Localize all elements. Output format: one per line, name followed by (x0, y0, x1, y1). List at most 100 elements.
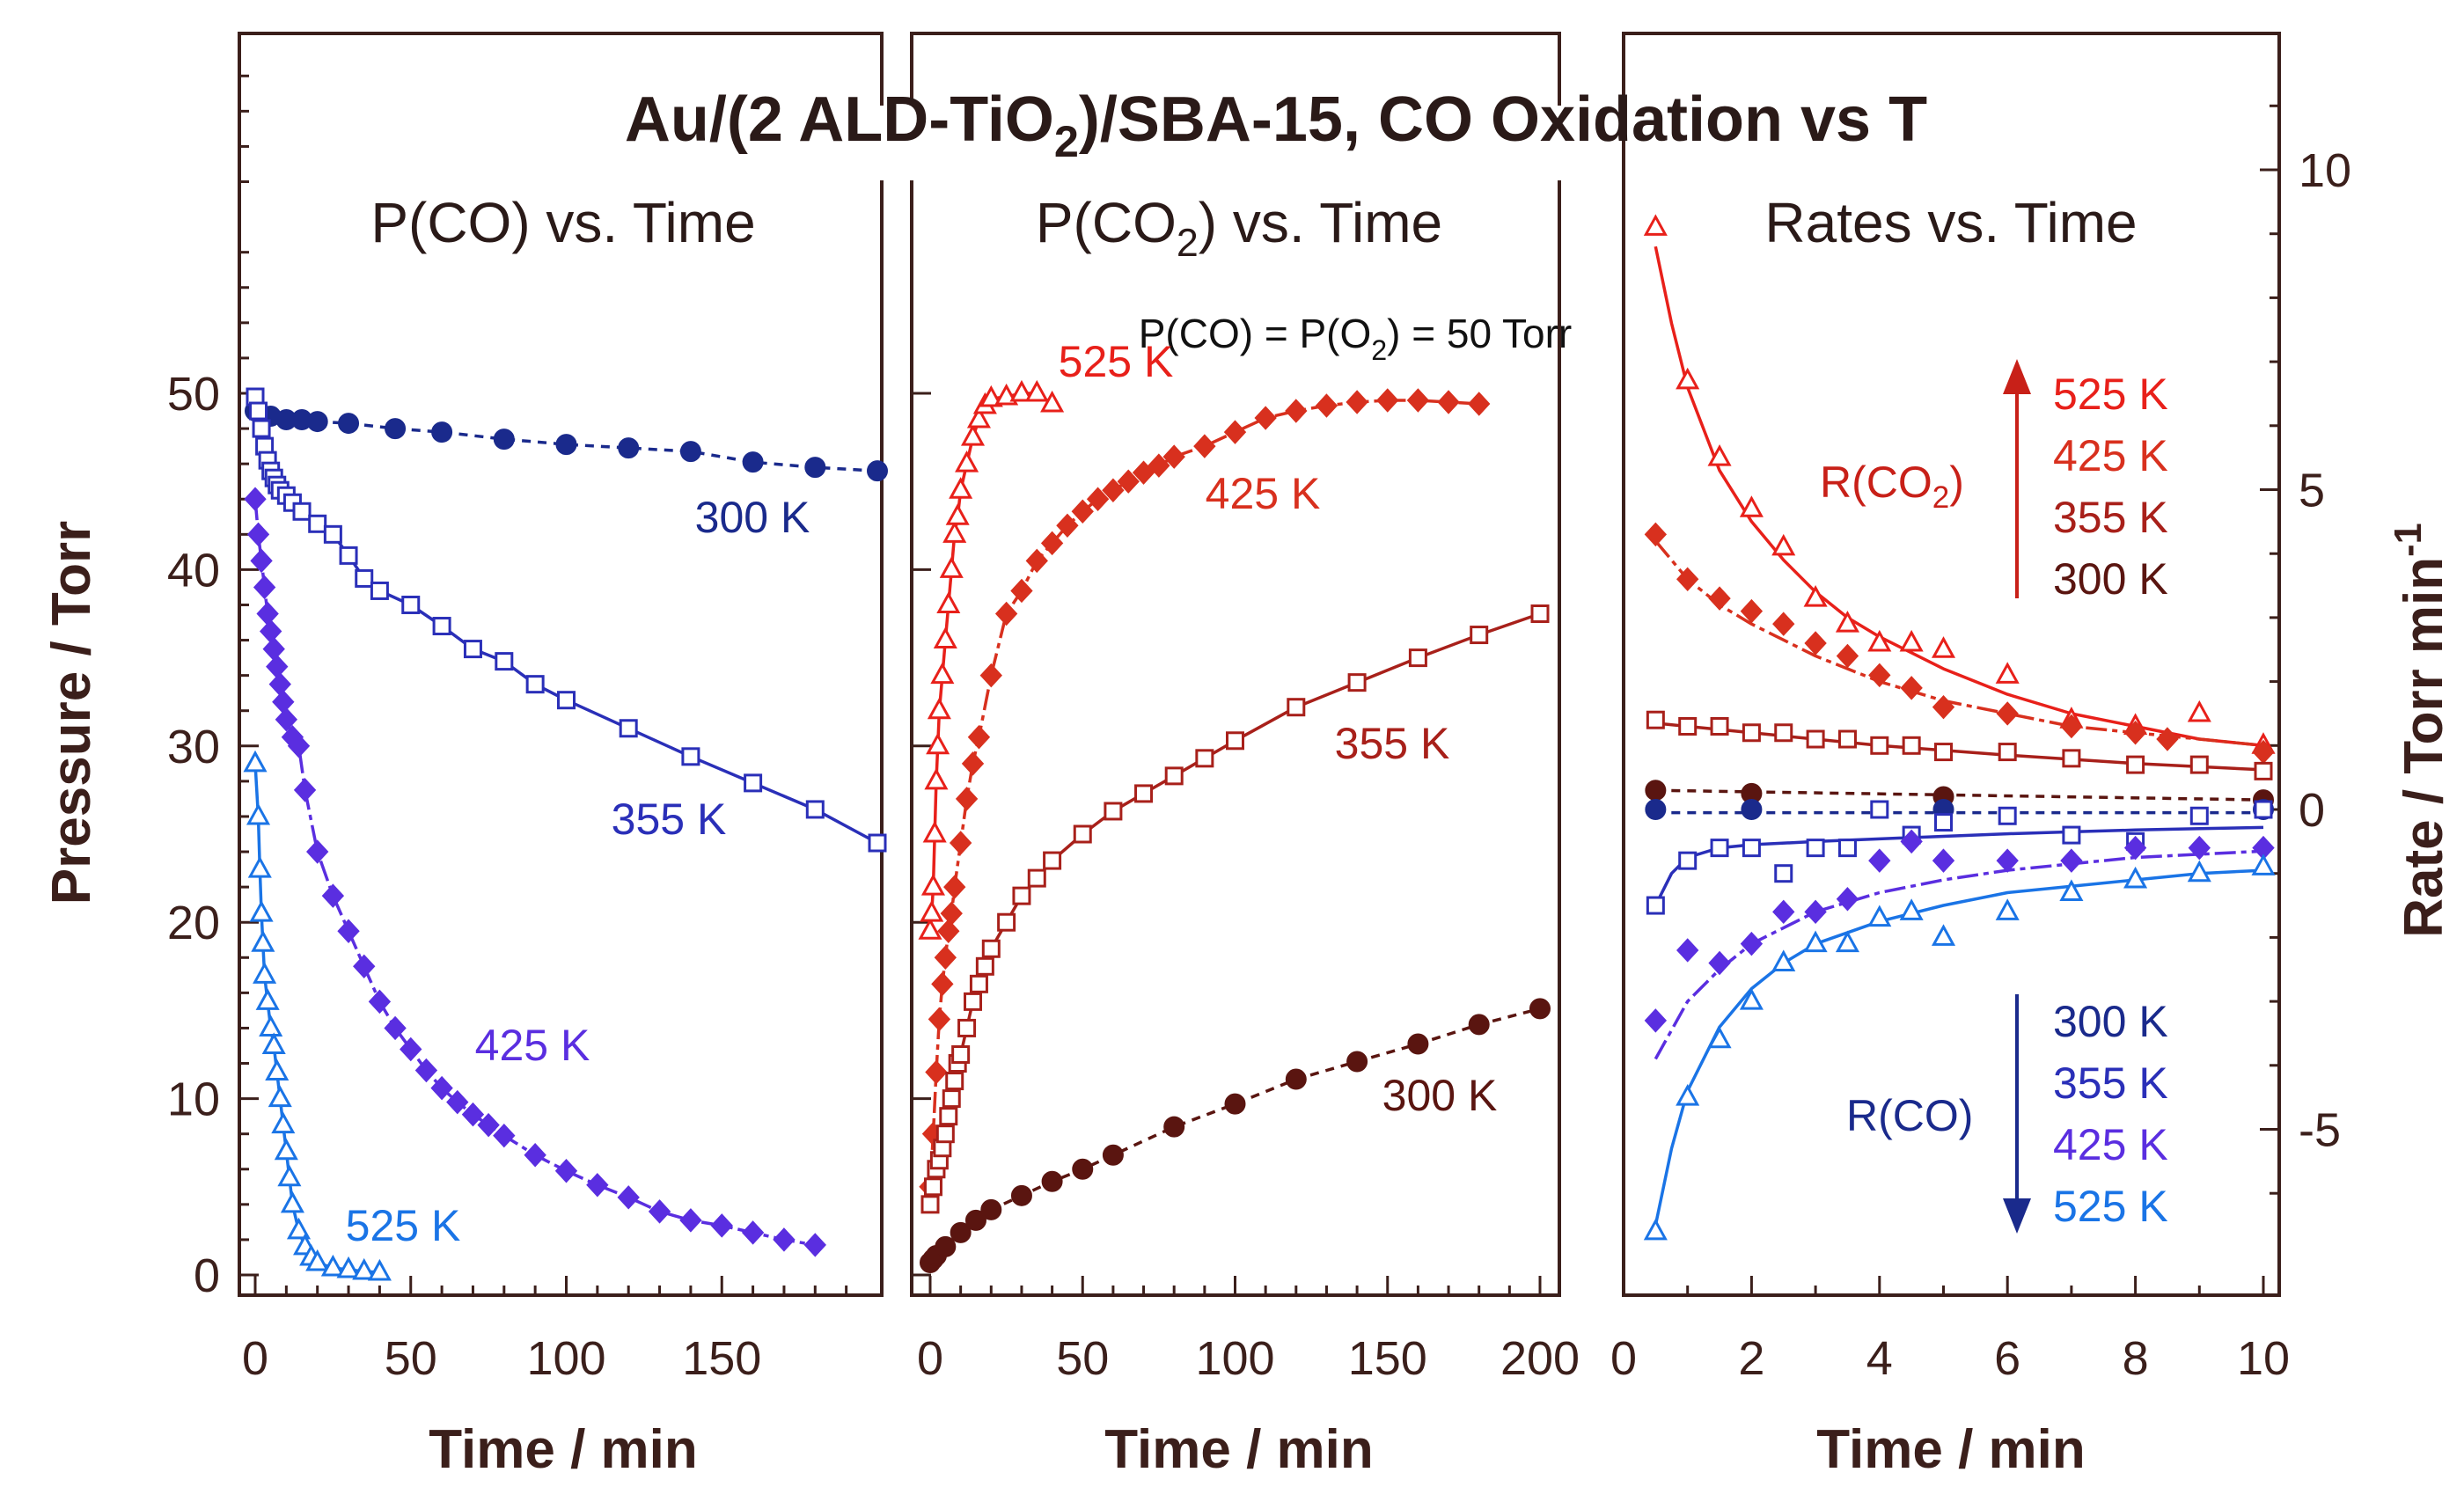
panel3-point-R-CO2-425-K (1644, 522, 1668, 547)
panel2-point-525-K (920, 874, 946, 896)
panel3-point-R-CO2-425-K (2060, 714, 2083, 739)
panel2-xtick-label: 50 (1056, 1332, 1109, 1385)
panel1-series-line-425-K (253, 499, 816, 1247)
panel3-point-R-CO2-355-K (1774, 723, 1793, 743)
panel1-point-425-K (617, 1185, 640, 1210)
panel2-point-525-K (922, 820, 947, 843)
panel2-label-425K: 425 K (1206, 469, 1321, 518)
panel2-point-355-K (942, 1089, 961, 1109)
panel1-point-525-K (280, 1190, 304, 1213)
panel1-point-355-K (252, 419, 271, 438)
panel2-point-525-K (924, 767, 949, 790)
panel2-point-425-K (934, 945, 957, 971)
panel2-point-425-K (940, 901, 963, 926)
panel3-point-R-CO-525-K (1739, 987, 1764, 1010)
panel3-point-R-CO2-355-K (2126, 755, 2145, 774)
panel2-point-525-K (920, 900, 944, 922)
panel3-point-R-CO2-525-K (1867, 629, 1892, 652)
panel3-xtick-label: 8 (2123, 1332, 2149, 1385)
panel1-point-425-K (293, 778, 317, 802)
panel3-point-R-CO-425-K (1708, 950, 1731, 976)
panel1-point-355-K (401, 595, 421, 614)
panel2-point-355-K (1134, 784, 1154, 803)
panel1-point-425-K (493, 1123, 516, 1148)
panel2-x-axis-label: Time / min (1104, 1419, 1374, 1480)
panel2-point-425-K (943, 875, 966, 899)
legend-rco2-label: R(CO2) (1820, 458, 1964, 515)
panel1-point-525-K (251, 930, 275, 952)
panel2-point-425-K (967, 725, 991, 750)
panel3-point-R-CO-525-K (1643, 1218, 1668, 1241)
panel1-point-355-K (495, 652, 514, 671)
panel3-point-R-CO2-525-K (1739, 495, 1764, 517)
panel3-point-R-CO-355-K (1806, 839, 1825, 858)
panel1-point-425-K (414, 1058, 438, 1083)
panel2-point-355-K (1287, 698, 1306, 717)
panel1-point-300-K (493, 429, 515, 451)
right-ytick-label: -5 (2299, 1104, 2341, 1157)
panel1-point-425-K (586, 1173, 609, 1198)
panel1-point-525-K (305, 1249, 330, 1271)
left-y-axis-label: Pressure / Torr (41, 521, 102, 905)
panel2-point-300-K (1346, 1051, 1368, 1073)
panel1-label-355K: 355 K (612, 795, 727, 844)
panel3-point-R-CO-355-K (1742, 839, 1761, 858)
panel1-point-525-K (336, 1256, 361, 1278)
panel1-point-425-K (275, 707, 298, 732)
panel3-point-R-CO2-355-K (1646, 710, 1665, 729)
legend-rco2-425K: 425 K (2053, 431, 2168, 480)
panel3-point-R-CO-525-K (1803, 930, 1828, 953)
panel2-point-300-K (1407, 1033, 1429, 1055)
panel2-point-355-K (1164, 766, 1184, 786)
panel2-point-525-K (949, 477, 973, 499)
panel2-label-355K: 355 K (1335, 719, 1450, 768)
panel3-point-R-CO-525-K (2059, 879, 2084, 902)
panel1-point-425-K (461, 1102, 485, 1127)
figure-title: Au/(2 ALD-TiO2)/SBA-15, CO Oxidation vs … (625, 84, 1927, 166)
panel3-point-R-CO-425-K (1644, 1008, 1668, 1033)
panel1-point-425-K (287, 734, 311, 758)
panel3-series-line-R-CO2-425-K (1654, 539, 2264, 748)
panel1-point-300-K (742, 451, 764, 473)
panel1-series-line-300-K (254, 409, 878, 472)
panel2-point-425-K (1040, 531, 1064, 556)
panel1-point-425-K (321, 883, 345, 908)
panel1-point-355-K (308, 514, 327, 533)
panel3-point-R-CO2-525-K (1676, 367, 1700, 390)
panel1-point-525-K (274, 1138, 298, 1161)
panel2-point-425-K (1025, 548, 1048, 574)
panel3-point-R-CO2-355-K (1806, 729, 1825, 749)
panel2-point-425-K (949, 831, 972, 855)
panel3-point-R-CO-525-K (2187, 860, 2211, 883)
right-ytick-label: 0 (2299, 784, 2325, 837)
panel2-point-425-K (1193, 434, 1216, 458)
panel2-point-425-K (1010, 578, 1033, 604)
panel1-point-425-K (446, 1089, 469, 1115)
panel3-point-R-CO2-425-K (1708, 586, 1731, 611)
panel3-point-R-CO-355-K (2189, 806, 2209, 825)
left-ytick-label: 10 (167, 1073, 220, 1126)
panel1-point-355-K (432, 617, 451, 636)
panel3-point-R-CO2-525-K (1803, 584, 1828, 607)
panel2-point-425-K (1086, 487, 1110, 511)
panel2-xtick-label: 200 (1500, 1332, 1580, 1385)
legend-rco2-525K: 525 K (2053, 370, 2168, 419)
panel1-point-425-K (266, 654, 289, 679)
panel2-point-300-K (1102, 1144, 1124, 1166)
panel1-point-300-K (618, 437, 640, 459)
panel3-point-R-CO-425-K (2123, 835, 2147, 861)
panel2-point-425-K (1315, 393, 1338, 418)
panel2-point-425-K (931, 971, 954, 997)
panel2-point-300-K (1072, 1158, 1094, 1180)
panel2-point-300-K (935, 1235, 957, 1257)
panel3-point-R-CO2-425-K (1996, 701, 2019, 726)
panel3-point-R-CO2-525-K (1771, 533, 1796, 556)
panel1-series-line-355-K (253, 396, 878, 845)
panel3-point-R-CO-300-K (1741, 799, 1763, 820)
panel2-point-425-K (928, 1007, 951, 1032)
panel1-point-425-K (244, 487, 267, 511)
panel1-point-300-K (431, 421, 453, 443)
panel1-point-300-K (679, 441, 701, 463)
panel3-point-R-CO-525-K (2123, 866, 2148, 889)
panel1-point-300-K (306, 411, 328, 433)
